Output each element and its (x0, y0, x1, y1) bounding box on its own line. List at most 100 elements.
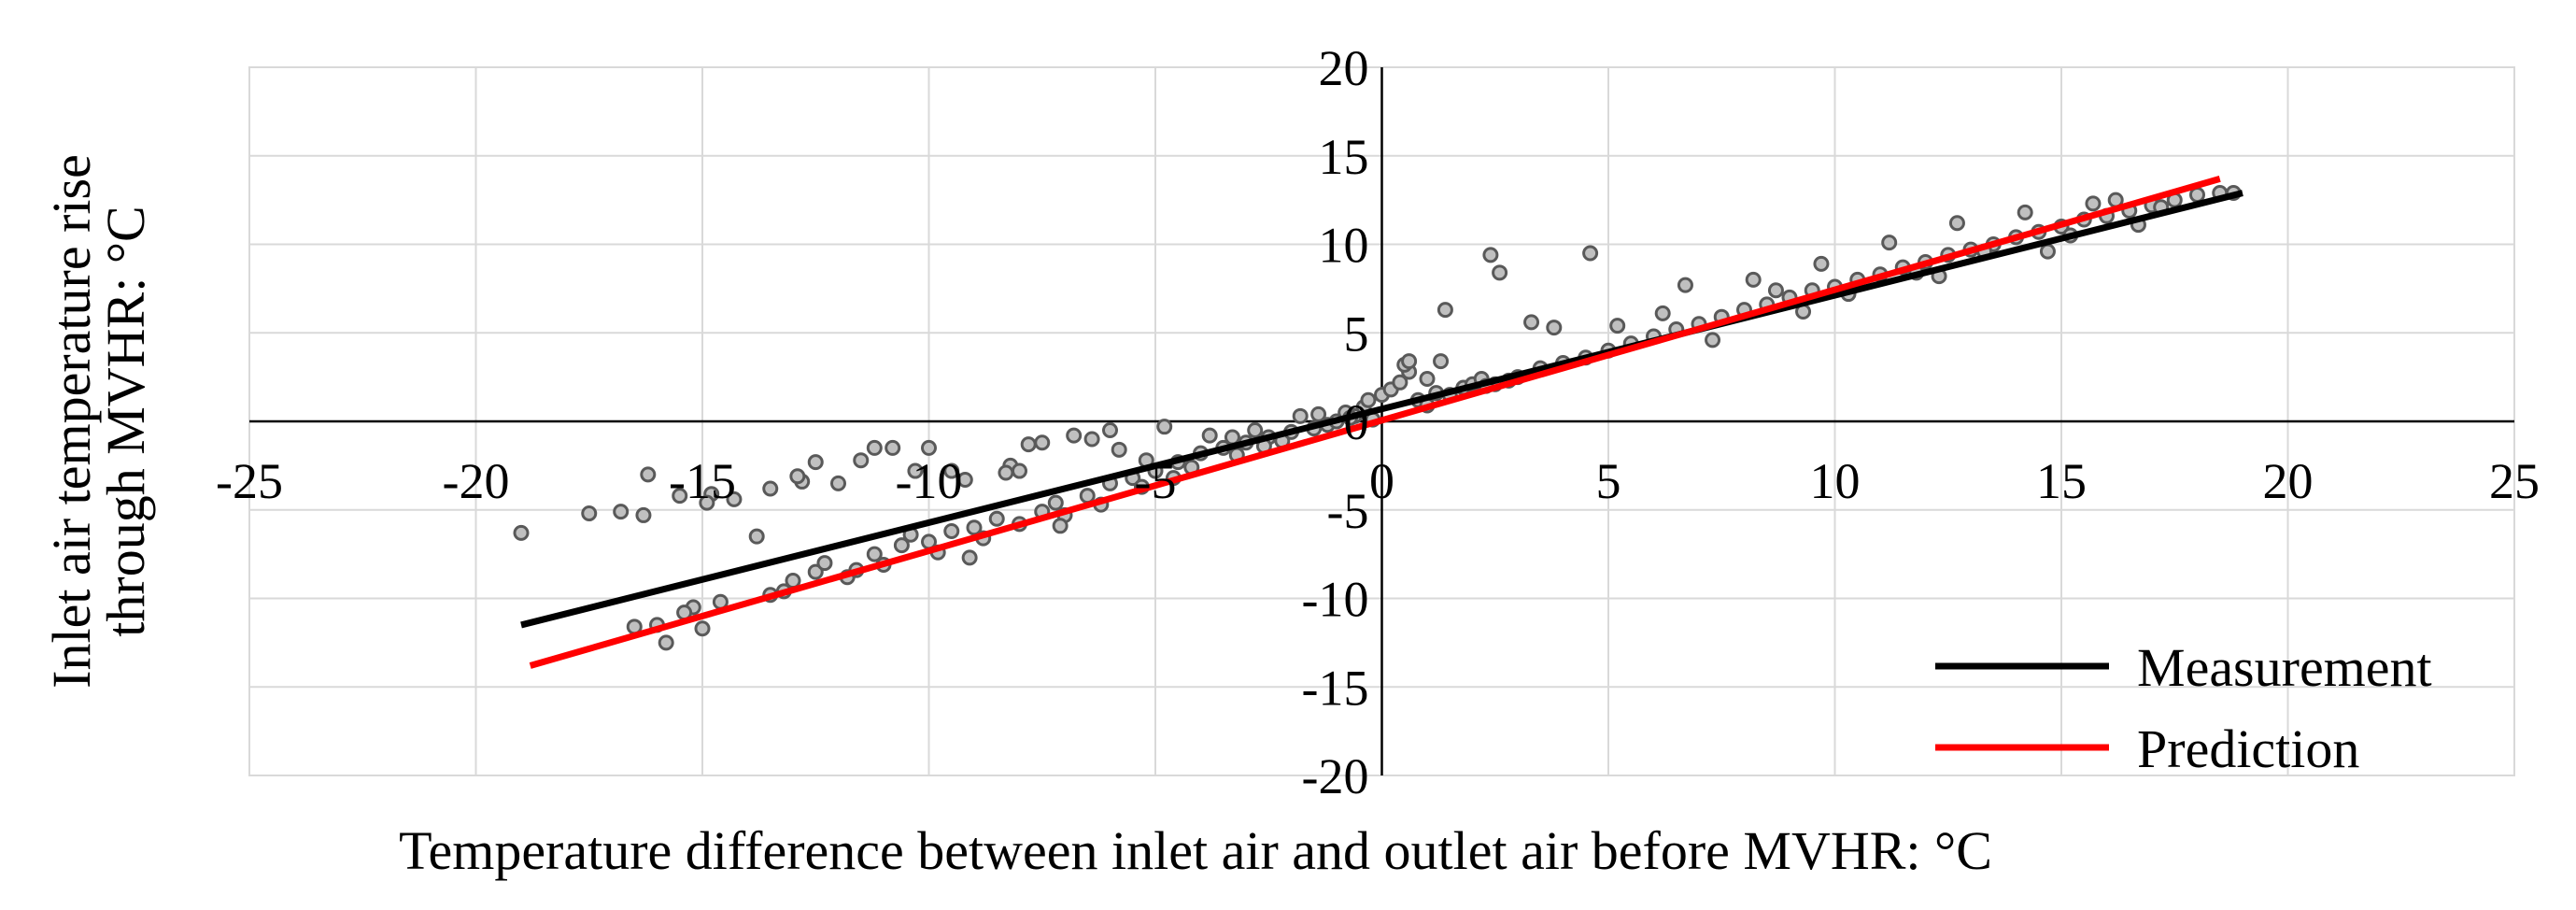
y-tick-label: 5 (1344, 306, 1369, 362)
scatter-point (1813, 255, 1830, 272)
scatter-point (1609, 318, 1626, 334)
scatter-point (1052, 518, 1069, 534)
x-tick-label: 0 (1369, 453, 1394, 509)
scatter-point (726, 491, 743, 507)
scatter-point (1111, 441, 1127, 458)
scatter-point (1437, 302, 1453, 319)
legend: Measurement Prediction (1935, 637, 2432, 779)
scatter-point (907, 462, 924, 479)
scatter-point (1546, 320, 1563, 336)
y-tick-label: -20 (1302, 748, 1369, 804)
scatter-point (966, 519, 983, 536)
scatter-point (853, 452, 870, 469)
x-tick-label: -5 (1135, 453, 1177, 509)
scatter-point (694, 620, 711, 637)
scatter-point (807, 563, 824, 580)
scatter-point (893, 537, 910, 554)
y-axis-title: Inlet air temperature rise through MVHR:… (41, 154, 156, 689)
tick-labels: -25 -20 -15 -10 -5 0 5 10 15 20 25-20-15-10-505101… (216, 40, 2540, 804)
scatter-point (2017, 204, 2033, 220)
legend-label-measurement: Measurement (2137, 637, 2432, 698)
scatter-point (1433, 353, 1450, 370)
scatter-point (885, 439, 901, 456)
scatter-point (1247, 421, 1264, 438)
x-tick-label: -20 (443, 453, 510, 509)
scatter-point (1948, 215, 1965, 232)
line-measurement (520, 190, 2243, 629)
scatter-point (866, 439, 883, 456)
y-tick-label: 20 (1319, 40, 1369, 96)
y-tick-label: 10 (1319, 218, 1369, 274)
scatter-point (1066, 427, 1083, 444)
x-tick-label: -15 (669, 453, 736, 509)
x-tick-label: -25 (216, 453, 283, 509)
scatter-point (1201, 427, 1218, 444)
y-axis-title-line-2: through MVHR: °C (95, 206, 156, 636)
scatter-point (672, 488, 688, 505)
scatter-point (1292, 407, 1309, 424)
y-axis-title-line-1: Inlet air temperature rise (41, 154, 102, 689)
scatter-point (613, 504, 630, 520)
x-tick-label: 10 (1810, 453, 1861, 509)
x-tick-label: 25 (2489, 453, 2540, 509)
x-axis-title: Temperature difference between inlet air… (399, 820, 1992, 881)
x-tick-label: 20 (2263, 453, 2314, 509)
scatter-point (830, 475, 846, 491)
scatter-point (816, 555, 833, 572)
scatter-point (1034, 434, 1051, 451)
scatter-point (640, 466, 657, 483)
legend-label-prediction: Prediction (2137, 718, 2359, 779)
scatter-point (1156, 419, 1173, 435)
scatter-point (921, 439, 937, 456)
scatter-point (1745, 271, 1762, 288)
scatter-point (1020, 436, 1037, 453)
trend-lines (520, 176, 2243, 669)
y-tick-label: -10 (1302, 572, 1369, 628)
scatter-point (1392, 374, 1408, 391)
scatter-point (513, 524, 530, 541)
scatter-point (1881, 235, 1898, 251)
y-tick-label: -5 (1327, 483, 1369, 539)
scatter-point (1767, 282, 1784, 299)
scatter-point (1419, 371, 1436, 388)
scatter-point (789, 468, 806, 485)
scatter-point (1012, 462, 1027, 479)
scatter-point (1360, 391, 1377, 408)
y-tick-label: -15 (1302, 660, 1369, 716)
x-tick-label: -10 (896, 453, 963, 509)
scatter-point (998, 464, 1014, 481)
y-tick-label: 15 (1319, 129, 1369, 185)
scatter-point (581, 505, 598, 522)
scatter-point (699, 494, 715, 511)
scatter-point (956, 472, 973, 489)
scatter-point (1482, 247, 1499, 263)
scatter-point (1224, 429, 1240, 446)
x-tick-label: 15 (2036, 453, 2087, 509)
scatter-point (1582, 245, 1599, 262)
scatter-point (1654, 305, 1671, 321)
x-tick-label: 5 (1596, 453, 1621, 509)
line-prediction (529, 176, 2221, 669)
scatter-point (943, 462, 960, 479)
scatter-point (1677, 277, 1693, 293)
scatter-point (961, 549, 978, 566)
scatter-point (748, 528, 765, 545)
scatter-point (1310, 405, 1327, 422)
scatter-point (1102, 421, 1118, 438)
scatter-point (1401, 353, 1418, 370)
scatter-point (988, 510, 1005, 527)
scatter-point (943, 522, 960, 539)
scatter-point (2039, 243, 2056, 260)
scatter-point (866, 546, 883, 562)
scatter-point (807, 454, 824, 471)
scatter-point (1705, 332, 1721, 348)
scatter-point (658, 634, 674, 651)
scatter-point (762, 480, 779, 497)
scatter-point (1079, 488, 1096, 505)
scatter-point (635, 506, 652, 523)
scatter-point (1047, 494, 1064, 511)
scatter-point (2085, 195, 2102, 212)
scatter-point (1492, 264, 1508, 281)
scatter-point (2189, 186, 2205, 203)
